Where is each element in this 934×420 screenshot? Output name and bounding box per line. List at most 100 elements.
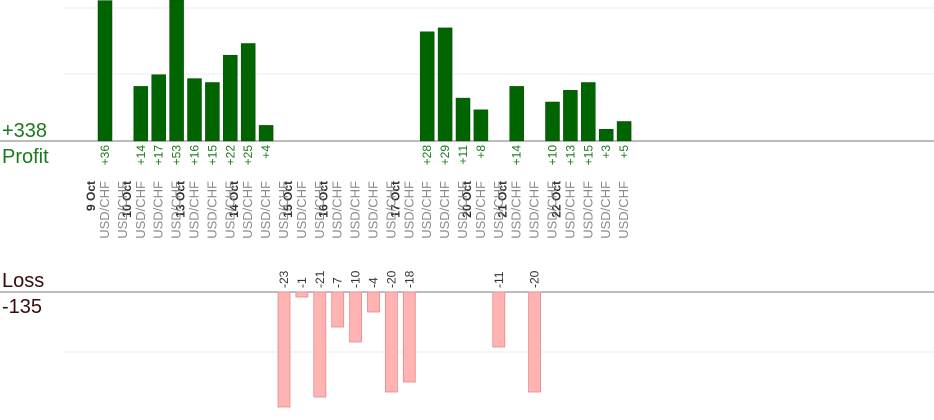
pair-label: USD/CHF	[151, 181, 166, 239]
profit-bar	[437, 27, 453, 142]
loss-bar	[402, 291, 416, 383]
date-label: 10 Oct	[120, 181, 134, 218]
date-label: 22 Oct	[549, 181, 563, 218]
pair-label: USD/CHF	[330, 181, 345, 239]
loss-value-label: -4	[367, 277, 381, 288]
loss-bar	[349, 291, 363, 343]
date-label: 14 Oct	[227, 181, 241, 218]
profit-value-label: +15	[581, 145, 595, 166]
pair-label: USD/CHF	[509, 181, 524, 239]
loss-bar	[367, 291, 380, 313]
profit-value-label: +22	[223, 145, 237, 166]
profit-bar	[455, 97, 471, 142]
profit-bar	[133, 86, 149, 142]
profit-bar	[205, 82, 220, 142]
grid-lines	[0, 7, 934, 353]
profit-value-label: +17	[152, 145, 166, 166]
profit-value-label: +16	[188, 145, 202, 166]
loss-total: -135	[2, 296, 42, 318]
date-label: 16 Oct	[317, 181, 331, 218]
profit-bar	[258, 125, 274, 142]
pair-label: USD/CHF	[616, 181, 631, 239]
pair-label: USD/CHF	[383, 181, 398, 239]
profit-bar	[598, 129, 614, 142]
pair-label: USD/CHF	[240, 181, 255, 239]
loss-value-label: -21	[313, 270, 327, 288]
pair-label: USD/CHF	[562, 181, 577, 239]
loss-bar	[331, 291, 345, 328]
loss-bar	[277, 291, 291, 408]
profit-value-label: +8	[474, 145, 488, 159]
loss-value-label: -23	[277, 270, 291, 288]
profit-bar	[169, 0, 184, 142]
profit-bar	[240, 43, 256, 142]
pair-label: USD/CHF	[294, 181, 309, 239]
profit-value-label: +25	[241, 145, 255, 166]
loss-bar	[384, 291, 398, 393]
loss-value-label: -20	[384, 270, 398, 288]
pair-label: USD/CHF	[419, 181, 434, 239]
loss-value-label: -11	[492, 271, 506, 288]
date-label: 17 Oct	[388, 181, 402, 218]
loss-value-label: -10	[349, 270, 363, 288]
pair-label: USD/CHF	[473, 181, 488, 239]
profit-value-label: +28	[420, 145, 434, 166]
value-labels: +36 +14 +17 +53 +16 +15 +22 +25 +4-23 -1 -21 -7 -10-…	[98, 145, 631, 288]
profit-bar	[187, 78, 202, 142]
profit-bar	[509, 86, 524, 142]
profit-bar	[97, 0, 113, 142]
pair-label: USD/CHF	[169, 181, 184, 239]
profit-bar	[223, 54, 238, 142]
profit-value-label: +53	[170, 145, 184, 166]
date-label: 20 Oct	[460, 181, 474, 218]
profit-value-label: +14	[510, 145, 524, 166]
profit-bar	[581, 82, 596, 142]
profit-label: Profit	[2, 146, 49, 168]
pair-label: USD/CHF	[491, 181, 506, 239]
pair-label: USD/CHF	[401, 181, 416, 239]
category-axis: 9 Oct 10 Oct 13 Oct 14 Oct 15 Oct 16 Oct 17 Oc…	[84, 181, 631, 239]
loss-bar	[295, 291, 309, 298]
profit-bar	[563, 90, 578, 142]
pair-label: USD/CHF	[366, 181, 381, 239]
profit-value-label: +3	[599, 145, 613, 159]
profit-value-label: +5	[617, 145, 631, 159]
date-label: 13 Oct	[174, 181, 188, 218]
profit-value-label: +13	[563, 145, 577, 166]
profit-value-label: +4	[259, 145, 273, 159]
profit-total: +338	[2, 120, 47, 142]
profit-bar	[419, 31, 435, 142]
profit-bar	[545, 101, 560, 142]
bars	[97, 0, 632, 408]
profit-bar	[616, 121, 632, 142]
loss-bar	[492, 291, 506, 348]
pair-label: USD/CHF	[115, 181, 130, 239]
pair-label: USD/CHF	[598, 181, 613, 239]
date-label: 21 Oct	[496, 181, 510, 218]
profit-value-label: +14	[134, 145, 148, 166]
pair-label: USD/CHF	[437, 181, 452, 239]
pair-label: USD/CHF	[258, 181, 273, 239]
date-label: 15 Oct	[281, 181, 295, 218]
date-label: 9 Oct	[84, 181, 98, 211]
pair-label: USD/CHF	[187, 181, 202, 239]
loss-label: Loss	[2, 270, 44, 292]
profit-value-label: +15	[205, 145, 219, 166]
profit-value-label: +36	[98, 145, 112, 166]
pair-label: USD/CHF	[97, 181, 112, 239]
profit-value-label: +10	[546, 145, 560, 166]
profit-bar	[473, 109, 489, 142]
loss-value-label: -1	[295, 277, 309, 288]
pair-label: USD/CHF	[527, 181, 542, 239]
pair-label: USD/CHF	[133, 181, 148, 239]
loss-value-label: -20	[528, 270, 542, 288]
pair-label: USD/CHF	[545, 181, 560, 239]
profit-bar	[151, 74, 166, 142]
pair-label: USD/CHF	[276, 181, 291, 239]
pair-label: USD/CHF	[455, 181, 470, 239]
profit-value-label: +11	[456, 145, 470, 165]
pair-label: USD/CHF	[348, 181, 363, 239]
loss-bar	[313, 291, 327, 398]
profit-value-label: +29	[438, 145, 452, 166]
